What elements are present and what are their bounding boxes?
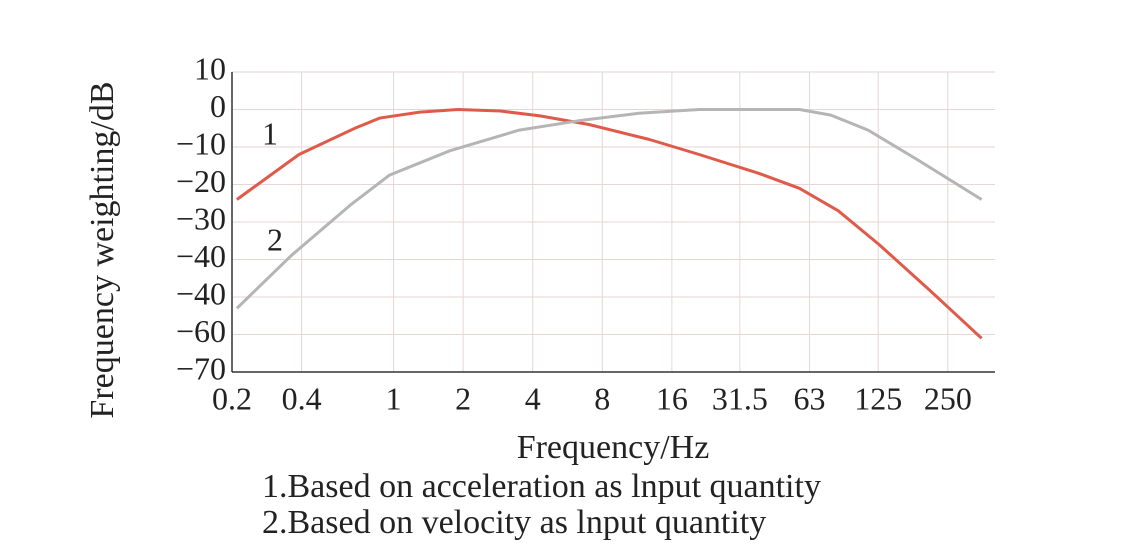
y-tick-label: −40 bbox=[176, 238, 226, 274]
y-tick-label: −20 bbox=[176, 163, 226, 199]
y-tick-label: −60 bbox=[176, 313, 226, 349]
x-tick-label: 1 bbox=[386, 380, 402, 416]
x-tick-label: 125 bbox=[854, 380, 902, 416]
series-label: 2 bbox=[267, 221, 283, 257]
x-tick-label: 2 bbox=[455, 380, 471, 416]
x-tick-label: 8 bbox=[594, 380, 610, 416]
x-tick-label: 0.4 bbox=[282, 380, 322, 416]
y-tick-label: −40 bbox=[176, 275, 226, 311]
x-axis-title: Frequency/Hz bbox=[517, 429, 710, 466]
y-tick-label: −70 bbox=[176, 350, 226, 386]
x-tick-label: 31.5 bbox=[712, 380, 768, 416]
x-tick-label: 250 bbox=[924, 380, 972, 416]
x-tick-label: 63 bbox=[793, 380, 825, 416]
series-label: 1 bbox=[262, 115, 278, 151]
y-tick-label: 0 bbox=[210, 88, 226, 124]
caption: 2.Based on velocity as lnput quantity bbox=[262, 504, 766, 541]
caption: 1.Based on acceleration as lnput quantit… bbox=[262, 468, 821, 505]
series-line bbox=[235, 108, 983, 310]
series-line bbox=[236, 108, 983, 340]
y-tick-label: −10 bbox=[176, 125, 226, 161]
y-tick-label: −30 bbox=[176, 200, 226, 236]
x-tick-label: 4 bbox=[525, 380, 541, 416]
x-tick-label: 0.2 bbox=[212, 380, 252, 416]
x-tick-label: 16 bbox=[656, 380, 688, 416]
y-tick-label: 10 bbox=[194, 50, 226, 86]
y-axis-title: Frequency weighting/dB bbox=[84, 81, 121, 418]
